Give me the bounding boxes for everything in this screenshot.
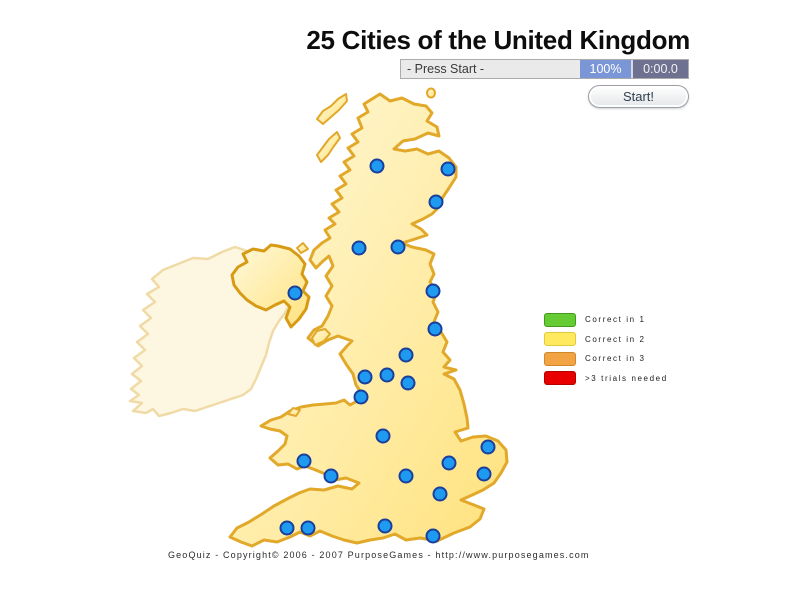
city-dot[interactable]	[379, 367, 395, 383]
city-dots-layer	[279, 158, 496, 544]
city-dot[interactable]	[357, 369, 373, 385]
page-title: 25 Cities of the United Kingdom	[306, 25, 690, 55]
city-dot[interactable]	[375, 428, 391, 444]
island	[311, 328, 331, 346]
legend-label: Correct in 3	[585, 354, 646, 364]
island	[287, 407, 301, 417]
start-button[interactable]: Start!	[588, 85, 689, 108]
city-dot[interactable]	[425, 528, 441, 544]
legend-row: Correct in 1	[544, 310, 668, 330]
timer-display: 0:00.0	[631, 60, 688, 78]
legend-swatch-correct-in-2	[544, 332, 576, 347]
city-dot[interactable]	[425, 283, 441, 299]
northern-ireland-region	[230, 243, 311, 329]
island	[426, 87, 436, 99]
city-dot[interactable]	[427, 321, 443, 337]
city-dot[interactable]	[296, 453, 312, 469]
city-dot[interactable]	[287, 285, 303, 301]
city-dot[interactable]	[323, 468, 339, 484]
city-dot[interactable]	[279, 520, 295, 536]
city-dot[interactable]	[353, 389, 369, 405]
city-dot[interactable]	[428, 194, 444, 210]
legend-label: Correct in 1	[585, 315, 646, 325]
city-dot[interactable]	[300, 520, 316, 536]
city-dot[interactable]	[480, 439, 496, 455]
legend-swatch-over-3-trials	[544, 371, 576, 386]
quiz-prompt-text: - Press Start -	[407, 62, 485, 76]
city-dot[interactable]	[441, 455, 457, 471]
legend-row: >3 trials needed	[544, 369, 668, 389]
city-dot[interactable]	[398, 347, 414, 363]
legend-row: Correct in 2	[544, 330, 668, 350]
city-dot[interactable]	[398, 468, 414, 484]
score-legend: Correct in 1 Correct in 2 Correct in 3 >…	[544, 310, 668, 388]
legend-swatch-correct-in-3	[544, 351, 576, 366]
island	[316, 131, 341, 163]
city-dot[interactable]	[400, 375, 416, 391]
island	[296, 242, 309, 254]
city-dot[interactable]	[390, 239, 406, 255]
city-dot[interactable]	[432, 486, 448, 502]
legend-row: Correct in 3	[544, 349, 668, 369]
copyright-footer: GeoQuiz - Copyright© 2006 - 2007 Purpose…	[168, 550, 590, 560]
city-dot[interactable]	[440, 161, 456, 177]
legend-swatch-correct-in-1	[544, 312, 576, 327]
status-bar: - Press Start - 100% 0:00.0	[400, 59, 689, 79]
city-dot[interactable]	[369, 158, 385, 174]
score-percent: 100%	[580, 60, 631, 78]
legend-label: >3 trials needed	[585, 373, 668, 383]
legend-label: Correct in 2	[585, 334, 646, 344]
city-dot[interactable]	[351, 240, 367, 256]
island	[316, 93, 348, 125]
city-dot[interactable]	[476, 466, 492, 482]
city-dot[interactable]	[377, 518, 393, 534]
